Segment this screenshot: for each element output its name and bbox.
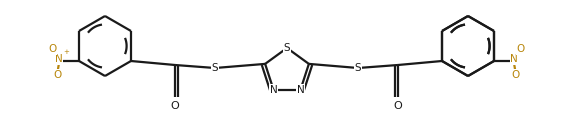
Text: O: O	[517, 44, 525, 54]
Text: S: S	[211, 63, 218, 73]
Text: O: O	[48, 44, 56, 54]
Text: -: -	[48, 41, 50, 47]
Text: +: +	[518, 49, 524, 55]
Text: O: O	[394, 101, 402, 111]
Text: N: N	[297, 85, 304, 95]
Text: N: N	[270, 85, 277, 95]
Text: +: +	[63, 49, 69, 55]
Text: N: N	[55, 54, 63, 64]
Text: O: O	[512, 70, 520, 80]
Text: N: N	[510, 54, 518, 64]
Text: -: -	[523, 41, 525, 47]
Text: O: O	[53, 70, 61, 80]
Text: S: S	[284, 43, 291, 53]
Text: O: O	[171, 101, 179, 111]
Text: S: S	[355, 63, 362, 73]
